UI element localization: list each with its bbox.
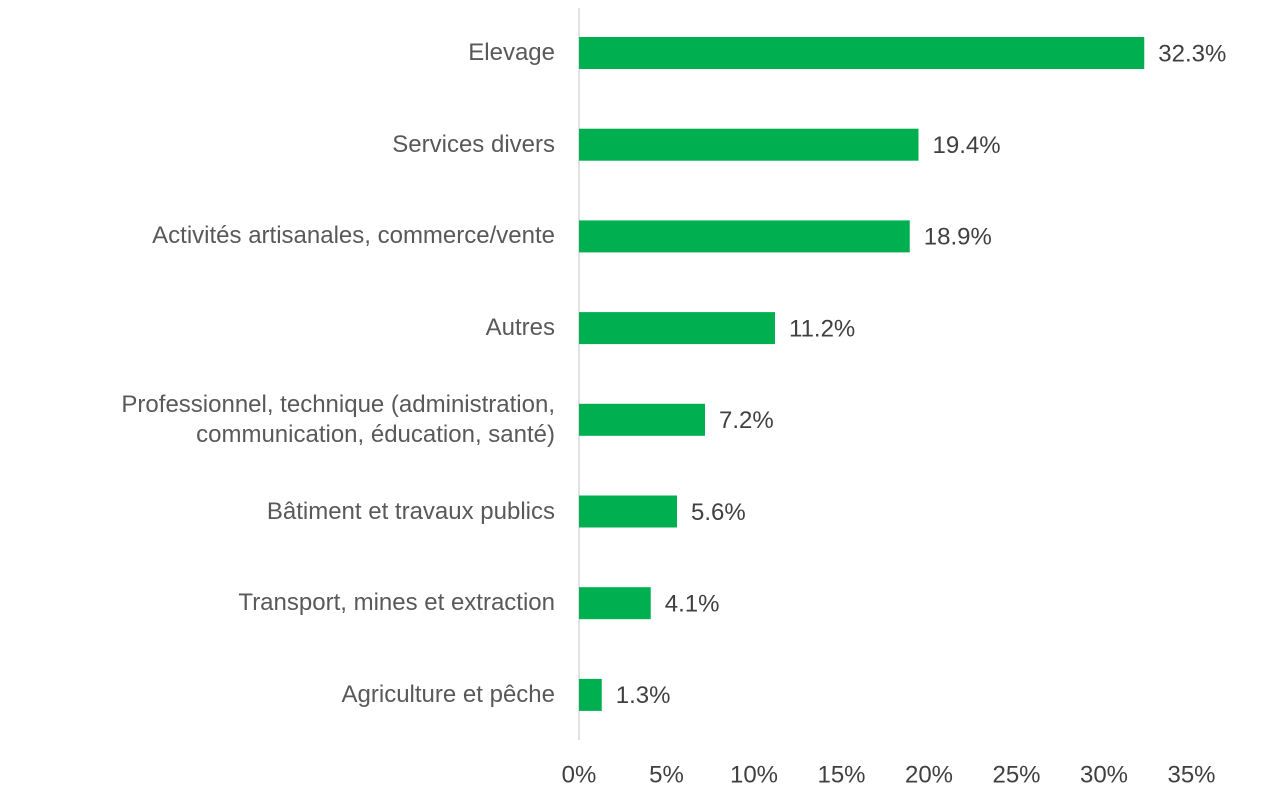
bar — [579, 312, 775, 345]
x-tick-label: 20% — [905, 761, 953, 788]
x-tick-label: 0% — [562, 761, 597, 788]
x-tick-label: 5% — [649, 761, 684, 788]
category-label: Elevage — [468, 39, 555, 66]
category-label: Autres — [485, 314, 555, 342]
value-label: 5.6% — [691, 499, 746, 526]
category-label: Professionnel, technique (administration… — [121, 390, 555, 448]
value-label: 1.3% — [616, 682, 671, 709]
x-tick-label: 10% — [730, 761, 778, 788]
value-label: 11.2% — [789, 315, 855, 342]
x-tick-label: 15% — [817, 761, 865, 788]
x-tick-label: 30% — [1080, 761, 1128, 788]
x-tick-label: 25% — [992, 761, 1040, 788]
bar — [579, 495, 677, 528]
x-tick-label: 35% — [1167, 761, 1215, 788]
bar — [579, 587, 651, 620]
bar — [579, 128, 919, 161]
value-label: 7.2% — [719, 407, 774, 434]
value-label: 4.1% — [665, 591, 720, 618]
category-label: Agriculture et pêche — [341, 680, 555, 708]
value-label: 18.9% — [924, 224, 992, 251]
value-label: 19.4% — [933, 132, 1001, 159]
bar — [579, 37, 1145, 69]
bar — [579, 220, 910, 253]
value-label: 32.3% — [1158, 40, 1226, 67]
category-label: Transport, mines et extraction — [238, 589, 555, 617]
bar — [579, 403, 705, 436]
bar — [579, 678, 602, 711]
category-label: Services divers — [392, 130, 555, 158]
category-label: Activités artisanales, commerce/vente — [152, 222, 555, 250]
category-label: Bâtiment et travaux publics — [266, 497, 555, 525]
